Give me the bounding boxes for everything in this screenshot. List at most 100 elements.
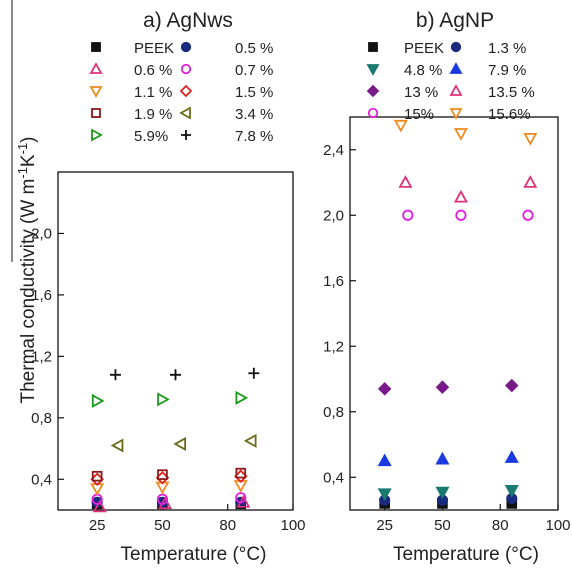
- series: [110, 433, 257, 453]
- data-point: [377, 382, 392, 396]
- legend-label: 13 %: [404, 84, 438, 101]
- legend-marker: [179, 106, 191, 120]
- legend-entry: 5.9%: [91, 128, 168, 145]
- x-tick-label: 100: [545, 517, 570, 534]
- ylabel-part-1: -1: [15, 167, 30, 179]
- data-point: [377, 453, 392, 467]
- legend-entry: 7.8 %: [181, 128, 273, 145]
- legend-entry: PEEK: [91, 40, 174, 57]
- legend-marker: [91, 128, 103, 142]
- y-tick-label: 0,8: [323, 404, 344, 421]
- legend-entry: 1.5 %: [179, 84, 273, 101]
- legend-label: PEEK: [404, 40, 444, 57]
- legend-marker: [180, 63, 192, 75]
- series: [90, 469, 248, 487]
- data-point: [109, 369, 121, 381]
- svg-text:Thermal conductivity (W m-1K-1: Thermal conductivity (W m-1K-1): [15, 136, 39, 403]
- y-tick-label: 1,2: [323, 338, 344, 355]
- data-point: [235, 390, 249, 405]
- ylabel-part-0: Thermal conductivity (W m: [18, 179, 39, 404]
- x-tick-label: 80: [219, 517, 236, 534]
- legend-entry: 1.9 %: [91, 106, 172, 123]
- legend-marker: [89, 86, 103, 98]
- data-point: [248, 367, 260, 379]
- series: [393, 119, 538, 146]
- y-tick-label: 2,0: [323, 207, 344, 224]
- data-point: [455, 209, 467, 221]
- data-point: [523, 175, 538, 188]
- legend-entry: 4.8 %: [366, 62, 442, 79]
- series: [398, 175, 538, 203]
- data-point: [453, 189, 468, 203]
- legend-entry: 15%: [367, 106, 434, 123]
- data-point: [243, 433, 257, 448]
- data-point: [91, 470, 103, 482]
- data-point: [393, 119, 408, 133]
- legend-marker: [181, 130, 191, 140]
- y-tick-label: 2,0: [31, 225, 52, 242]
- legend-marker: [449, 84, 463, 96]
- data-point: [402, 209, 414, 221]
- legend-label: 7.8 %: [235, 128, 273, 145]
- data-point: [156, 493, 169, 505]
- data-point: [435, 451, 450, 465]
- legend-label: 1.5 %: [235, 84, 273, 101]
- plot-frame: [349, 116, 559, 511]
- x-tick-label: 100: [280, 517, 305, 534]
- legend-marker: [368, 42, 378, 52]
- y-tick-label: 1,6: [31, 287, 52, 304]
- legend-entry: 1.1 %: [89, 84, 172, 101]
- x-tick-label: 25: [89, 517, 106, 534]
- x-axis-label: Temperature (°C): [121, 544, 267, 565]
- y-tick-label: 0,4: [323, 469, 344, 486]
- legend-marker: [179, 84, 193, 98]
- series: [379, 498, 518, 509]
- legend-label: 0.7 %: [235, 62, 273, 79]
- legend-marker: [366, 64, 380, 76]
- legend-entry: 0.5 %: [180, 40, 273, 57]
- x-axis-label: Temperature (°C): [393, 544, 539, 565]
- x-tick-label: 25: [376, 517, 393, 534]
- x-tick-label: 80: [492, 517, 509, 534]
- series: [377, 378, 519, 396]
- legend-entry: 7.9 %: [449, 62, 526, 79]
- series: [92, 494, 251, 513]
- data-point: [522, 209, 534, 221]
- data-point: [235, 492, 247, 504]
- legend-label: 15.6%: [488, 106, 531, 123]
- legend-label: 3.4 %: [235, 106, 273, 123]
- legend-label: 4.8 %: [404, 62, 442, 79]
- legend-label: 7.9 %: [488, 62, 526, 79]
- series: [91, 390, 249, 408]
- data-point: [157, 392, 170, 407]
- plot-frame: [57, 171, 294, 511]
- legend-marker: [449, 108, 463, 120]
- y-tick-label: 0,8: [31, 410, 52, 427]
- y-axis-label: Thermal conductivity (W m-1K-1): [15, 136, 39, 403]
- legend-label: 5.9%: [134, 128, 168, 145]
- legend-marker: [91, 42, 101, 52]
- y-tick-label: 1,2: [31, 348, 52, 365]
- legend-label: 1.9 %: [134, 106, 172, 123]
- data-point: [377, 488, 392, 501]
- legend-marker: [91, 108, 101, 118]
- data-point: [523, 132, 538, 146]
- series: [109, 367, 260, 381]
- legend-label: 0.6 %: [134, 62, 172, 79]
- legend-label: PEEK: [134, 40, 174, 57]
- legend: PEEK 1.3 % 4.8 % 7.9 % 13 % 13.5 % 15% 15.6%: [366, 40, 535, 123]
- legend-entry: PEEK: [368, 40, 444, 57]
- y-tick-label: 0,4: [31, 471, 52, 488]
- legend-marker: [367, 107, 379, 119]
- data-point: [505, 378, 519, 393]
- series: [402, 209, 534, 221]
- data-point: [435, 380, 450, 394]
- legend-label: 0.5 %: [235, 40, 273, 57]
- ylabel-part-4: ): [18, 136, 39, 142]
- series: [90, 480, 248, 496]
- legend-label: 1.3 %: [488, 40, 526, 57]
- legend-entry: 13 %: [366, 84, 438, 101]
- series: [377, 450, 519, 467]
- x-tick-label: 50: [154, 517, 171, 534]
